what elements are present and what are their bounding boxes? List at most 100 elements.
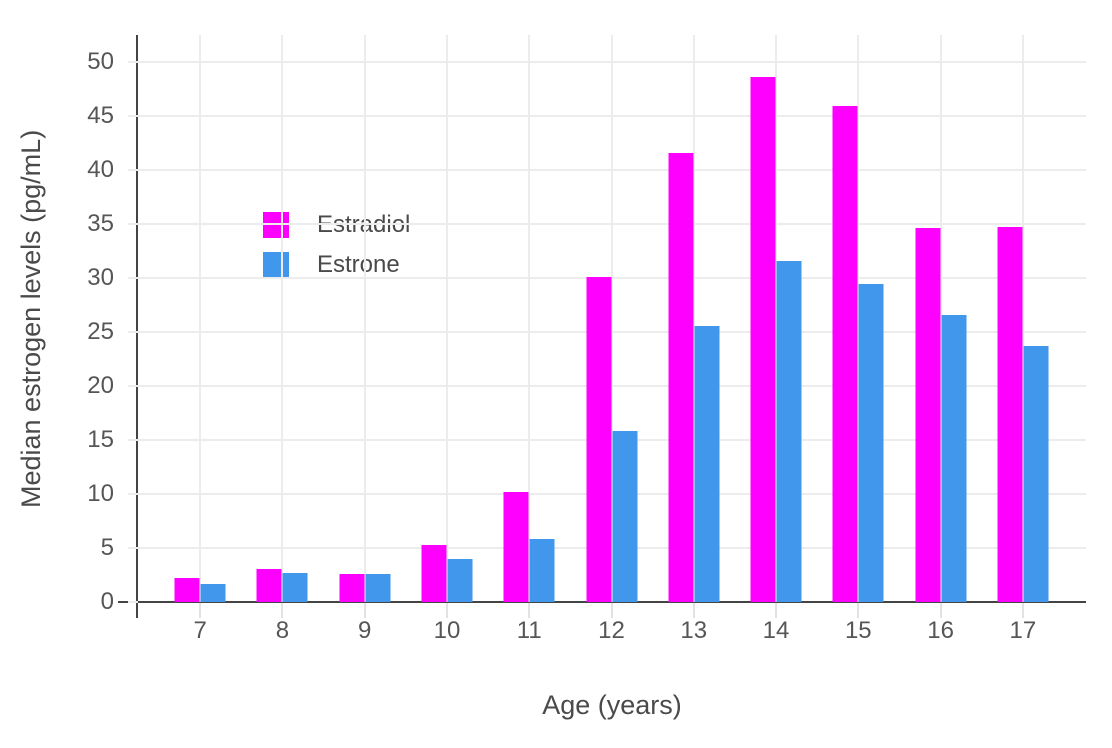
bar-group-age-13 bbox=[668, 152, 720, 602]
bar-estrone-age-9 bbox=[365, 573, 391, 602]
bar-estrone-age-8 bbox=[282, 572, 308, 602]
bar-group-age-15 bbox=[832, 106, 884, 602]
y-tick bbox=[128, 277, 138, 279]
bar-group-age-7 bbox=[174, 578, 226, 602]
x-tick bbox=[692, 603, 695, 618]
x-tick-label: 13 bbox=[680, 617, 708, 644]
y-tick-label: 45 bbox=[87, 102, 114, 129]
x-tick-label: 14 bbox=[762, 617, 790, 644]
bar-estrone-age-15 bbox=[858, 284, 884, 602]
x-tick bbox=[281, 603, 284, 618]
bar-group-age-16 bbox=[915, 228, 967, 602]
x-tick bbox=[857, 603, 860, 618]
y-tick bbox=[128, 331, 138, 333]
y-tick bbox=[128, 493, 138, 495]
y-tick-label: 10 bbox=[87, 480, 114, 507]
y-tick-label: 25 bbox=[87, 318, 114, 345]
y-tick-label: 15 bbox=[87, 426, 114, 453]
x-grid-line bbox=[610, 35, 613, 602]
legend-swatch-estradiol bbox=[263, 212, 289, 238]
bar-estrone-age-16 bbox=[941, 314, 967, 602]
x-axis-line bbox=[118, 601, 1086, 603]
x-grid-line bbox=[528, 35, 531, 602]
x-tick bbox=[1021, 603, 1024, 618]
y-tick-label: 5 bbox=[100, 534, 114, 561]
y-tick-label: 0 bbox=[100, 588, 114, 615]
x-grid-line bbox=[939, 35, 942, 602]
x-grid-line bbox=[1021, 35, 1024, 602]
bar-estradiol-age-17 bbox=[997, 227, 1023, 602]
bar-estradiol-age-11 bbox=[503, 491, 529, 602]
legend-label-estrone: Estrone bbox=[317, 251, 400, 278]
x-tick bbox=[445, 603, 448, 618]
x-axis-title: Age (years) bbox=[542, 690, 682, 720]
y-axis-title: Median estrogen levels (pg/mL) bbox=[16, 129, 46, 508]
bar-estradiol-age-8 bbox=[256, 568, 282, 602]
x-tick-label: 8 bbox=[275, 617, 290, 644]
bar-group-age-11 bbox=[503, 491, 555, 602]
x-grid-line bbox=[775, 35, 778, 602]
bar-group-age-12 bbox=[586, 276, 637, 602]
x-tick bbox=[199, 603, 202, 618]
x-tick bbox=[528, 603, 531, 618]
x-tick bbox=[610, 603, 613, 618]
bar-estradiol-age-10 bbox=[421, 544, 447, 602]
y-tick-label: 50 bbox=[87, 48, 114, 75]
bar-estradiol-age-12 bbox=[586, 276, 611, 602]
y-tick bbox=[128, 223, 138, 225]
y-tick-label: 40 bbox=[87, 156, 114, 183]
x-grid-line bbox=[857, 35, 860, 602]
x-tick-label: 10 bbox=[433, 617, 461, 644]
x-tick-label: 9 bbox=[357, 617, 372, 644]
x-grid-line bbox=[692, 35, 695, 602]
y-tick bbox=[128, 439, 138, 441]
bar-estrone-age-13 bbox=[694, 325, 720, 602]
bar-estradiol-age-13 bbox=[668, 152, 694, 602]
y-tick-label: 35 bbox=[87, 210, 114, 237]
x-grid-line bbox=[281, 35, 284, 602]
bar-estradiol-age-9 bbox=[339, 573, 365, 602]
bar-group-age-10 bbox=[421, 544, 473, 602]
y-tick bbox=[128, 169, 138, 171]
plot-area: Estradiol Estrone 0 5 10 15 20 25 30 35 40 45 50 7 8… bbox=[87, 35, 1086, 644]
legend-item-estradiol[interactable]: Estradiol bbox=[263, 211, 410, 239]
bar-estrone-age-17 bbox=[1023, 346, 1049, 602]
x-grid-line bbox=[445, 35, 448, 602]
bar-group-age-8 bbox=[256, 568, 308, 602]
legend-swatch-estrone bbox=[263, 252, 289, 278]
x-grid-line bbox=[199, 35, 202, 602]
y-tick bbox=[128, 547, 138, 549]
bar-estrone-age-14 bbox=[776, 260, 802, 602]
bar-estrone-age-7 bbox=[200, 583, 226, 602]
y-tick bbox=[128, 601, 138, 603]
x-tick bbox=[939, 603, 942, 618]
y-axis-line bbox=[136, 35, 138, 618]
y-tick bbox=[128, 61, 138, 63]
x-tick-label: 11 bbox=[516, 617, 542, 644]
bar-estrone-age-11 bbox=[529, 539, 555, 602]
x-tick bbox=[363, 603, 366, 618]
y-tick bbox=[128, 115, 138, 117]
bar-estradiol-age-16 bbox=[915, 228, 941, 602]
x-tick-label: 15 bbox=[844, 617, 872, 644]
x-tick-label: 7 bbox=[193, 617, 207, 644]
bar-group-age-14 bbox=[750, 77, 802, 602]
bar-estradiol-age-15 bbox=[832, 106, 858, 602]
x-tick-label: 17 bbox=[1009, 617, 1037, 644]
x-tick-label: 16 bbox=[927, 617, 954, 644]
y-tick bbox=[128, 385, 138, 387]
bar-estradiol-age-14 bbox=[750, 77, 776, 602]
x-tick bbox=[775, 603, 778, 618]
legend: Estradiol Estrone bbox=[257, 207, 427, 283]
x-tick-label: 12 bbox=[598, 617, 625, 644]
bar-estrone-age-10 bbox=[447, 558, 473, 602]
legend-item-estrone[interactable]: Estrone bbox=[263, 251, 410, 279]
y-tick-label: 30 bbox=[87, 264, 114, 291]
bar-group-age-17 bbox=[997, 227, 1049, 602]
x-grid-line bbox=[363, 35, 366, 602]
bar-estradiol-age-7 bbox=[174, 578, 200, 602]
bar-estrone-age-12 bbox=[612, 431, 637, 602]
y-tick-label: 20 bbox=[87, 372, 114, 399]
bar-group-age-9 bbox=[339, 573, 391, 602]
